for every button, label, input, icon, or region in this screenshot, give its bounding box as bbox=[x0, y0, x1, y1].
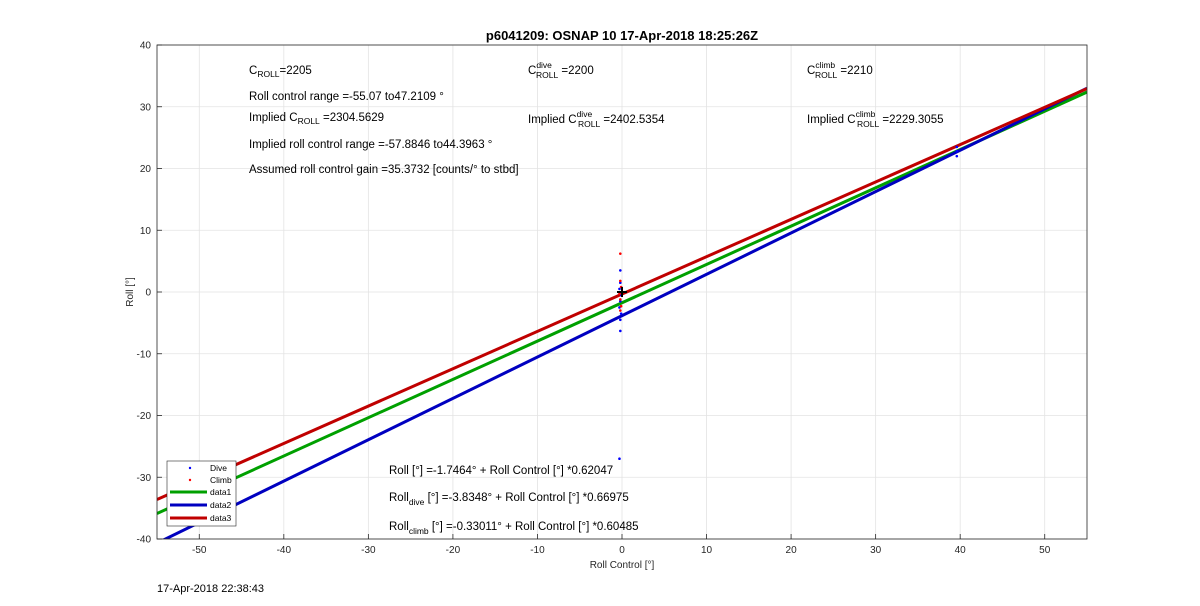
y-tick-label: -10 bbox=[137, 349, 152, 360]
x-tick-label: 20 bbox=[786, 545, 798, 556]
y-tick-label: -40 bbox=[137, 535, 152, 546]
data-point-dive bbox=[955, 154, 959, 158]
equation-climb: Rollclimb [°] =-0.33011° + Roll Control … bbox=[389, 521, 639, 536]
legend-marker-climb bbox=[188, 478, 192, 482]
x-tick-label: -50 bbox=[192, 545, 207, 556]
equation-overall: Roll [°] =-1.7464° + Roll Control [°] *0… bbox=[389, 465, 613, 477]
annotation-roll-control-range: Roll control range =-55.07 to47.2109 ° bbox=[249, 91, 444, 103]
legend: Dive Climb data1 data2 data3 bbox=[166, 460, 237, 527]
x-tick-label: 40 bbox=[955, 545, 967, 556]
annotation-croll-climb: Cclimb ROLL =2210 bbox=[807, 60, 873, 80]
annotation-assumed-gain: Assumed roll control gain =35.3732 [coun… bbox=[249, 164, 519, 176]
data-point-climb bbox=[619, 304, 623, 308]
x-tick-label: -40 bbox=[277, 545, 292, 556]
data-point-dive bbox=[619, 281, 622, 285]
legend-label-data3: data3 bbox=[210, 513, 232, 523]
data-point-dive bbox=[618, 457, 621, 461]
annotation-implied-croll: Implied CROLL =2304.5629 bbox=[249, 112, 384, 126]
plot-area bbox=[157, 86, 1087, 539]
x-tick-label: 0 bbox=[619, 545, 625, 556]
annotation-implied-croll-dive: Implied Cdive ROLL =2402.5354 bbox=[528, 109, 665, 129]
x-tick-label: 10 bbox=[701, 545, 713, 556]
data-point-dive bbox=[618, 287, 621, 291]
data-point-dive bbox=[619, 269, 622, 272]
data-point-dive bbox=[619, 318, 622, 322]
x-tick-label: -30 bbox=[361, 545, 376, 556]
legend-marker-dive bbox=[188, 466, 192, 470]
legend-label-climb: Climb bbox=[210, 475, 232, 485]
y-tick-label: 40 bbox=[140, 41, 152, 52]
annotation-croll-dive: Cdive ROLL =2200 bbox=[528, 60, 594, 80]
equation-dive: Rolldive [°] =-3.8348° + Roll Control [°… bbox=[389, 492, 629, 507]
series-line-data1 bbox=[157, 90, 1087, 515]
x-tick-label: 30 bbox=[870, 545, 882, 556]
y-tick-label: 20 bbox=[140, 164, 152, 175]
data-point-dive bbox=[955, 145, 959, 149]
data-point-climb bbox=[618, 292, 621, 296]
data-point-climb bbox=[619, 279, 622, 283]
y-tick-label: -20 bbox=[137, 411, 152, 422]
data-point-climb bbox=[619, 252, 622, 256]
footer-timestamp: 17-Apr-2018 22:38:43 bbox=[157, 583, 265, 595]
data-point-dive bbox=[619, 312, 623, 315]
data-point-climb bbox=[619, 298, 622, 301]
annotation-implied-roll-range: Implied roll control range =-57.8846 to4… bbox=[249, 139, 492, 151]
data-point-dive bbox=[955, 149, 959, 153]
x-tick-label: -20 bbox=[446, 545, 461, 556]
data-point-dive bbox=[619, 329, 622, 333]
legend-label-data1: data1 bbox=[210, 487, 232, 497]
legend-label-data2: data2 bbox=[210, 500, 232, 510]
data-point-dive bbox=[619, 299, 622, 303]
y-tick-label: -30 bbox=[137, 473, 152, 484]
y-axis-label: Roll [°] bbox=[125, 277, 136, 307]
data-point-climb bbox=[619, 309, 622, 312]
ticks: -50 -40 -30 -20 -10 0 10 20 30 40 50 -40 -30 -20 -10 0 1… bbox=[137, 41, 1051, 557]
x-tick-label: 50 bbox=[1039, 545, 1051, 556]
y-tick-label: 10 bbox=[140, 226, 152, 237]
annotation-croll: CROLL=2205 bbox=[249, 65, 312, 79]
y-tick-label: 0 bbox=[145, 288, 151, 299]
y-tick-label: 30 bbox=[140, 102, 152, 113]
chart-title: p6041209: OSNAP 10 17-Apr-2018 18:25:26Z bbox=[486, 28, 758, 43]
legend-label-dive: Dive bbox=[210, 463, 227, 473]
series-line-data2 bbox=[162, 86, 1087, 539]
annotation-implied-croll-climb: Implied Cclimb ROLL =2229.3055 bbox=[807, 109, 944, 129]
x-axis-label: Roll Control [°] bbox=[590, 560, 655, 571]
x-tick-label: -10 bbox=[530, 545, 545, 556]
